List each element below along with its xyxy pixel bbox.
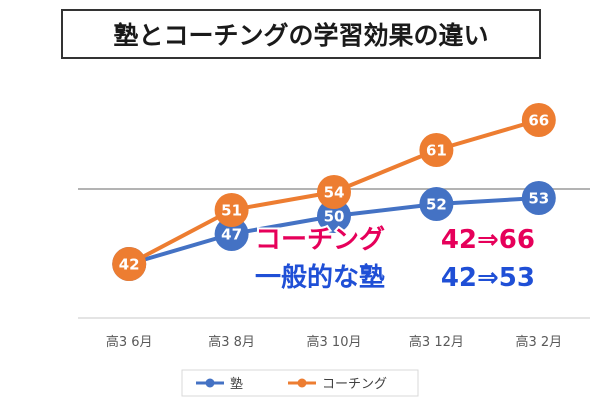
data-point: [317, 199, 351, 233]
data-point: [521, 103, 556, 137]
data-point: [214, 217, 249, 251]
data-label: 52: [426, 196, 447, 214]
annotation-label: コーチング: [255, 225, 385, 255]
legend-label: コーチング: [322, 377, 387, 392]
data-label: 53: [528, 190, 549, 208]
x-tick-label: 高3 2月: [515, 334, 562, 350]
data-label: 50: [324, 208, 345, 226]
legend-label: 塾: [230, 376, 243, 392]
data-point: [317, 175, 351, 209]
legend: 塾 コーチング: [181, 369, 419, 397]
data-point: [214, 193, 249, 227]
chart-title-box: 塾とコーチングの学習効果の違い: [61, 9, 541, 59]
annotation-label: 一般的な塾: [255, 262, 385, 293]
data-point: [521, 181, 556, 215]
legend-item-coaching: コーチング: [288, 377, 387, 392]
annotation-value: 42⇒66: [441, 225, 535, 255]
data-point: [419, 133, 454, 167]
x-tick-label: 高3 10月: [307, 334, 362, 350]
legend-item-juku: 塾: [196, 376, 243, 392]
annotation-value: 42⇒53: [441, 263, 535, 293]
x-tick-label: 高3 8月: [208, 334, 255, 350]
annotation-coaching: コーチング 42⇒66: [253, 223, 537, 257]
title-frame: [61, 9, 541, 59]
x-tick-label: 高3 12月: [409, 334, 464, 350]
x-tick-label: 高3 6月: [106, 334, 153, 350]
legend-marker: [205, 378, 215, 388]
data-label: 54: [324, 184, 345, 202]
data-label: 51: [221, 202, 242, 220]
data-label: 61: [426, 142, 447, 160]
data-point: [112, 247, 147, 281]
data-label: 66: [528, 112, 549, 130]
data-label: 42: [119, 256, 140, 274]
chart-title: 塾とコーチングの学習効果の違い: [113, 21, 488, 50]
data-label: 47: [221, 226, 242, 244]
data-point: [419, 187, 454, 221]
legend-marker: [297, 378, 307, 388]
annotation-juku: 一般的な塾 42⇒53: [253, 260, 537, 295]
